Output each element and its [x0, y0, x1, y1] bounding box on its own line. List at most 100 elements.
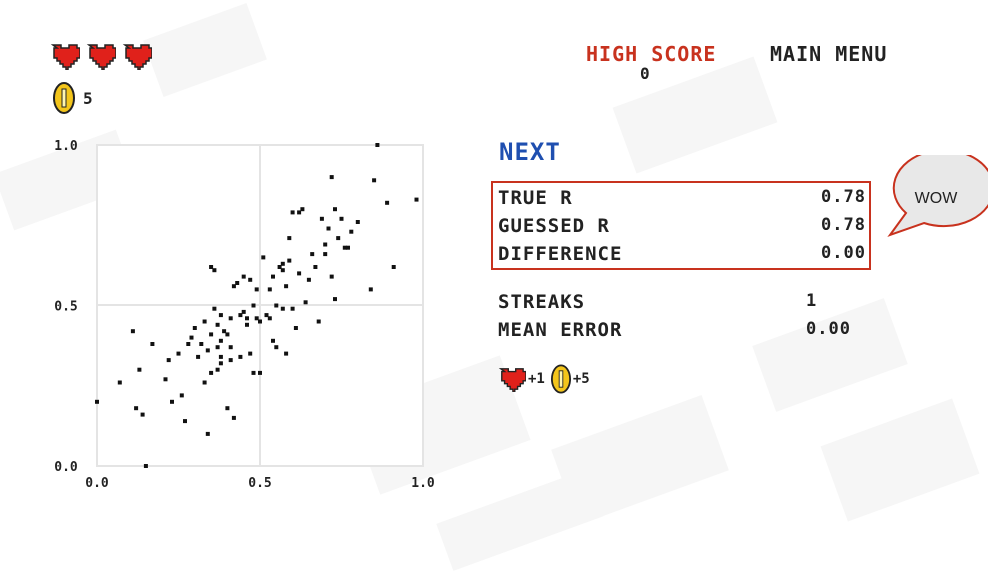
result-value: 0.78 — [821, 215, 866, 235]
stat-label: MEAN ERROR — [498, 319, 623, 341]
bg-decor — [752, 298, 908, 412]
data-point — [117, 380, 122, 385]
high-score-label: HIGH SCORE — [586, 42, 717, 66]
data-point — [251, 370, 256, 375]
data-point — [258, 370, 262, 375]
result-row: TRUE R 0.78 — [498, 187, 868, 209]
data-point — [391, 265, 396, 269]
data-point — [300, 207, 305, 212]
stat-value: 1 — [806, 291, 818, 311]
data-point — [235, 281, 240, 285]
data-point — [254, 287, 259, 292]
data-point — [192, 326, 197, 330]
data-point — [215, 322, 220, 327]
bg-decor — [820, 398, 980, 522]
heart-icon — [122, 44, 152, 70]
data-point — [212, 306, 217, 311]
data-point — [248, 351, 253, 356]
data-point — [303, 300, 308, 305]
data-point — [222, 329, 227, 334]
data-point — [202, 380, 207, 385]
data-point — [189, 335, 194, 340]
data-point — [287, 236, 292, 241]
data-point — [205, 431, 210, 436]
data-point — [225, 332, 230, 337]
data-point — [333, 207, 337, 212]
data-point — [319, 216, 324, 221]
stat-label: STREAKS — [498, 291, 586, 313]
data-point — [205, 348, 210, 353]
data-point — [414, 197, 419, 202]
result-value: 0.00 — [821, 243, 866, 263]
data-point — [284, 351, 289, 356]
data-point — [238, 354, 243, 359]
data-point — [336, 236, 341, 241]
data-point — [225, 406, 230, 411]
reward-lives: +1 — [528, 371, 545, 387]
data-point — [267, 287, 272, 292]
data-point — [231, 415, 236, 420]
data-point — [313, 265, 318, 269]
x-tick-label: 0.0 — [85, 476, 109, 491]
coin-counter: 5 — [53, 82, 93, 114]
data-point — [368, 287, 373, 292]
data-point — [134, 406, 139, 411]
data-point — [218, 313, 223, 318]
data-point — [245, 316, 249, 321]
x-tick-label: 1.0 — [411, 476, 435, 491]
data-point — [130, 329, 135, 334]
data-point — [202, 319, 207, 324]
heart-icon — [498, 368, 526, 392]
data-point — [290, 306, 295, 311]
data-point — [228, 345, 233, 350]
data-point — [280, 261, 285, 266]
result-value: 0.78 — [821, 187, 866, 207]
bg-decor — [612, 56, 778, 174]
data-point — [186, 342, 191, 346]
data-point — [346, 245, 350, 250]
data-point — [271, 274, 275, 279]
data-point — [323, 242, 328, 247]
data-point — [215, 367, 220, 372]
stat-value: 0.00 — [806, 319, 851, 339]
coin-icon — [53, 82, 75, 114]
data-point — [284, 284, 289, 289]
data-point — [287, 258, 292, 263]
data-point — [274, 345, 279, 350]
data-point — [248, 277, 253, 282]
heart-icon — [50, 44, 80, 70]
data-point — [140, 412, 145, 417]
data-point — [297, 271, 302, 276]
data-point — [306, 277, 311, 282]
data-point — [355, 220, 360, 224]
result-row: DIFFERENCE 0.00 — [498, 243, 868, 265]
data-point — [293, 326, 298, 330]
data-point — [329, 274, 334, 279]
lives-display — [50, 42, 152, 70]
data-point — [267, 316, 272, 321]
y-tick-label: 0.0 — [54, 460, 78, 475]
data-point — [261, 255, 266, 260]
main-menu-button[interactable]: MAIN MENU — [770, 42, 888, 66]
data-point — [209, 265, 214, 269]
reward-coins: +5 — [572, 371, 590, 387]
speech-bubble: WOW — [887, 155, 988, 238]
data-point — [209, 332, 214, 337]
data-point — [271, 338, 275, 343]
data-point — [251, 303, 256, 308]
rewards-row: +1 +5 — [498, 364, 590, 394]
data-point — [212, 268, 217, 273]
data-point — [238, 313, 243, 318]
heart-icon — [86, 44, 116, 70]
data-point — [245, 322, 249, 327]
data-point — [342, 245, 347, 250]
data-point — [176, 351, 181, 356]
data-point — [179, 393, 184, 398]
next-button[interactable]: NEXT — [499, 138, 561, 166]
data-point — [297, 210, 302, 215]
x-tick-label: 0.5 — [248, 476, 271, 491]
data-point — [183, 419, 187, 424]
data-point — [329, 175, 334, 180]
data-point — [280, 306, 285, 311]
stat-row: STREAKS 1 — [498, 291, 868, 313]
